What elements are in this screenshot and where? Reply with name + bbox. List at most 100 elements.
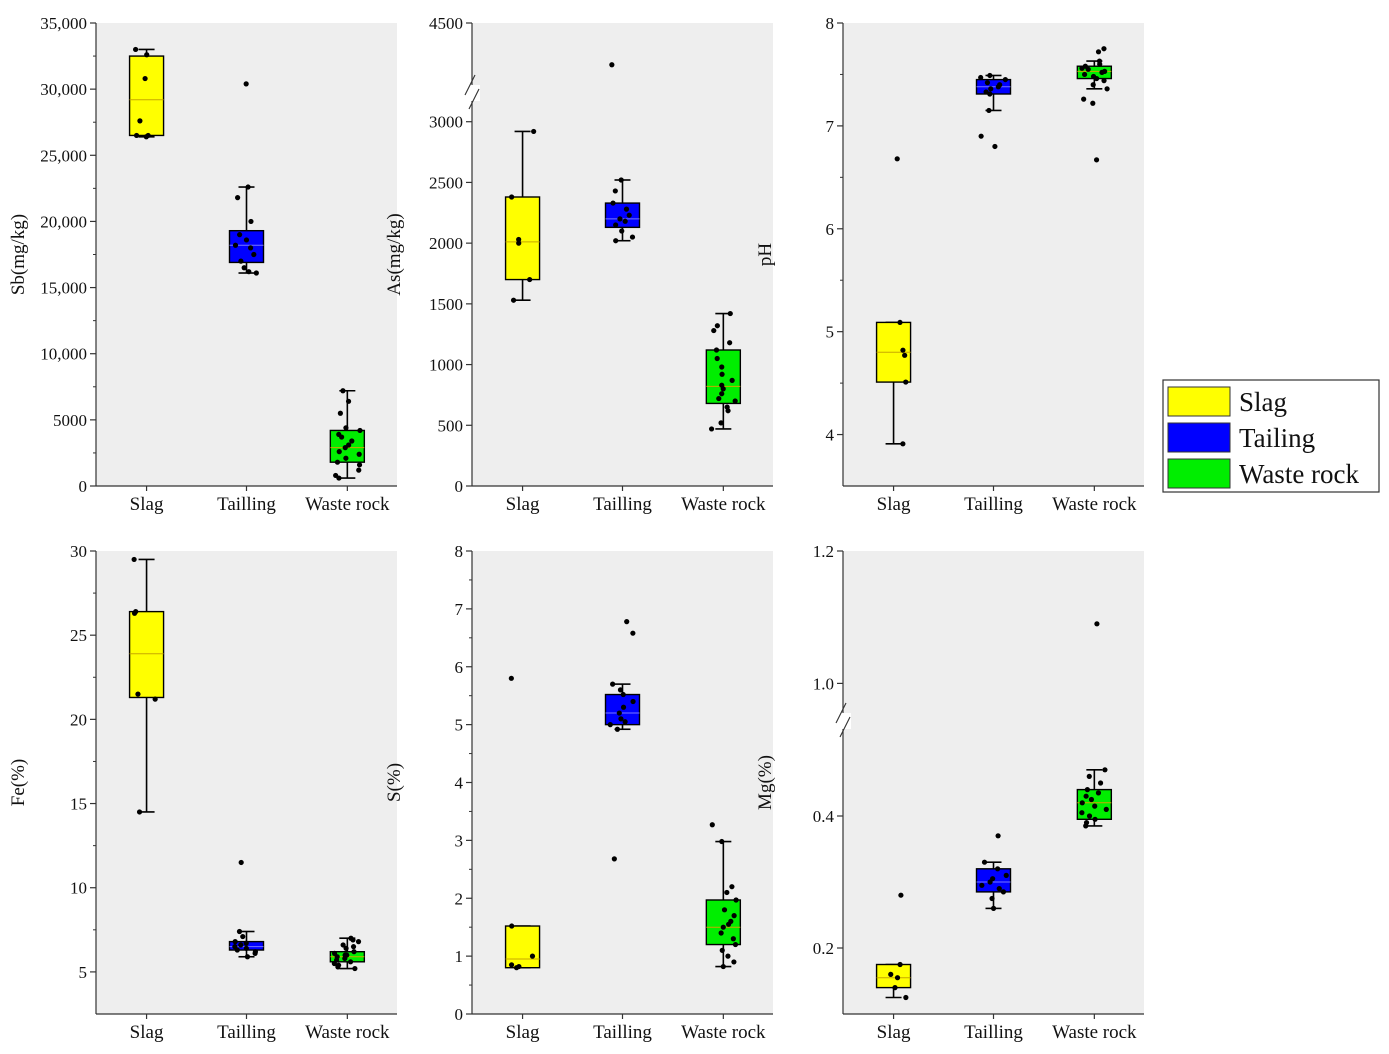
data-point: [611, 856, 617, 862]
y-tick-label: 0.2: [813, 939, 834, 958]
data-point: [131, 556, 137, 563]
data-point: [356, 462, 363, 468]
y-axis-title: As(mg/kg): [384, 213, 405, 295]
data-point: [1002, 76, 1008, 83]
panel-fe: 5 10 15 20 25 30 Fe(%) Slag Tailling Waste rock: [8, 542, 397, 1043]
data-point: [1095, 790, 1102, 796]
data-point: [987, 72, 993, 79]
data-point: [1093, 157, 1100, 163]
y-tick-label: 2: [455, 889, 464, 908]
data-point: [990, 876, 996, 882]
data-point: [509, 923, 515, 929]
data-point: [720, 924, 726, 930]
x-category-label: Waste rock: [305, 494, 390, 515]
data-point: [508, 675, 514, 681]
legend-swatch: [1167, 386, 1231, 417]
data-point: [232, 939, 238, 945]
data-point: [718, 420, 724, 426]
data-point: [610, 200, 616, 206]
data-point: [978, 74, 984, 81]
box-slag: [128, 46, 165, 140]
data-point: [243, 237, 250, 243]
data-point: [1079, 810, 1085, 816]
x-category-label: Slag: [130, 1022, 164, 1043]
box-tailing: [975, 72, 1012, 150]
data-point: [719, 364, 725, 370]
data-point: [719, 371, 725, 377]
data-point: [245, 184, 251, 190]
data-point: [243, 940, 249, 946]
data-point: [716, 395, 722, 402]
data-point: [516, 240, 522, 246]
y-tick-label: 10,000: [40, 345, 87, 364]
data-point: [1094, 621, 1100, 627]
y-tick-label: 6: [826, 220, 835, 239]
data-point: [1079, 800, 1085, 806]
data-point: [1090, 73, 1097, 80]
data-point: [237, 232, 243, 238]
data-point: [232, 944, 238, 950]
data-point: [981, 859, 988, 865]
box-tailing: [604, 619, 641, 862]
data-point: [240, 933, 246, 940]
data-point: [241, 265, 247, 271]
y-tick-label: 15: [70, 795, 87, 814]
data-point: [345, 398, 352, 404]
data-point: [253, 270, 259, 276]
x-category-label: Tailling: [217, 494, 276, 515]
box-waste-rock: [705, 310, 742, 432]
data-point: [238, 859, 244, 866]
data-point: [730, 936, 736, 942]
data-point: [1097, 780, 1104, 786]
data-point: [709, 822, 715, 828]
data-point: [613, 222, 619, 228]
box-slag: [875, 156, 912, 447]
data-point: [1088, 796, 1095, 803]
data-point: [352, 965, 358, 972]
axis-break-mark: [835, 702, 847, 724]
x-category-label: Waste rock: [305, 1022, 390, 1043]
data-point: [616, 710, 622, 716]
x-category-label: Tailling: [593, 494, 652, 515]
y-tick-label: 30,000: [40, 80, 87, 99]
data-point: [529, 953, 536, 959]
data-point: [618, 177, 624, 183]
data-point: [333, 472, 339, 479]
data-point: [509, 194, 515, 200]
data-point: [614, 726, 621, 732]
data-point: [342, 952, 348, 958]
data-point: [1086, 813, 1093, 819]
data-point: [988, 86, 994, 92]
axis-break-mark: [468, 88, 480, 110]
data-point: [995, 833, 1001, 839]
legend-label: Waste rock: [1239, 459, 1360, 489]
legend: Slag Tailing Waste rock: [1162, 379, 1380, 493]
data-point: [997, 82, 1003, 88]
data-point: [992, 143, 998, 150]
data-point: [610, 681, 616, 687]
data-point: [713, 347, 720, 353]
data-point: [630, 698, 636, 705]
data-point: [1086, 773, 1092, 780]
data-point: [236, 928, 243, 935]
data-point: [357, 427, 363, 434]
data-point: [990, 905, 997, 912]
data-point: [708, 426, 715, 432]
data-point: [617, 687, 624, 693]
data-point: [1083, 820, 1090, 826]
data-point: [137, 118, 143, 124]
data-point: [1092, 803, 1098, 809]
data-point: [1096, 58, 1103, 64]
data-point: [1084, 787, 1090, 793]
data-point: [252, 949, 259, 955]
data-point: [244, 954, 251, 960]
box-tailing: [975, 833, 1012, 912]
data-point: [979, 882, 985, 888]
x-category-label: Tailling: [593, 1022, 652, 1043]
data-point: [356, 467, 362, 473]
y-tick-label: 7: [455, 600, 464, 619]
x-category-label: Waste rock: [1052, 1022, 1137, 1043]
y-tick-label: 5: [455, 716, 464, 735]
data-point: [232, 242, 239, 248]
